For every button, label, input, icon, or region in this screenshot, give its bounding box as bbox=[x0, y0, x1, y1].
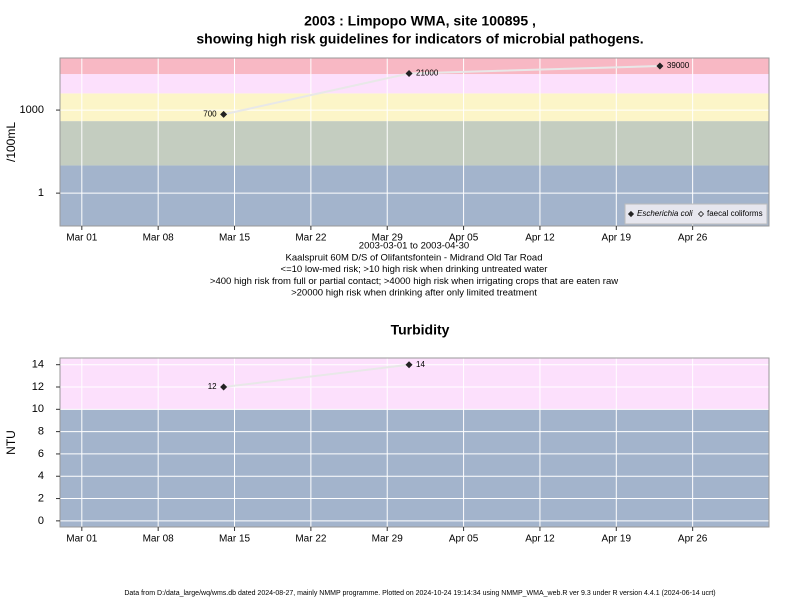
x-tick-label: Apr 19 bbox=[602, 534, 632, 545]
y-tick-label: 10 bbox=[32, 403, 44, 415]
risk-band bbox=[60, 93, 769, 122]
y-axis-label: /100mL bbox=[4, 122, 18, 162]
subtitle-note: >400 high risk from full or partial cont… bbox=[210, 276, 618, 287]
legend-marker bbox=[627, 210, 635, 218]
risk-band bbox=[60, 121, 769, 166]
y-tick-label: 4 bbox=[38, 470, 44, 482]
x-tick-label: Mar 22 bbox=[295, 534, 327, 545]
data-label: 39000 bbox=[667, 61, 690, 70]
legend-marker bbox=[697, 210, 705, 218]
y-tick-label: 0 bbox=[38, 515, 44, 527]
data-point bbox=[220, 110, 228, 118]
x-tick-label: Mar 08 bbox=[143, 534, 175, 545]
x-tick-label: Apr 12 bbox=[525, 233, 555, 244]
plot-frame bbox=[59, 57, 770, 227]
series-line bbox=[223, 363, 410, 388]
x-tick-label: Apr 19 bbox=[602, 233, 632, 244]
x-tick-label: Apr 05 bbox=[449, 233, 479, 244]
legend-label: Escherichia coli bbox=[637, 209, 693, 218]
subtitle-note: Kaalspruit 60M D/S of Olifantsfontein - … bbox=[286, 252, 543, 263]
data-point bbox=[656, 62, 664, 70]
x-tick-label: Apr 12 bbox=[525, 534, 555, 545]
chart-title: Turbidity bbox=[391, 322, 450, 338]
chart-title: showing high risk guidelines for indicat… bbox=[196, 31, 643, 47]
data-point bbox=[220, 383, 228, 391]
x-tick-label: Mar 15 bbox=[219, 233, 251, 244]
data-point bbox=[405, 69, 413, 77]
plot-frame bbox=[59, 357, 770, 528]
x-tick-label: Mar 15 bbox=[219, 534, 251, 545]
data-label: 21000 bbox=[416, 69, 439, 78]
x-tick-label: Mar 08 bbox=[143, 233, 175, 244]
data-label: 700 bbox=[203, 109, 217, 118]
y-tick-label: 2 bbox=[38, 492, 44, 504]
y-tick-label: 8 bbox=[38, 426, 44, 438]
footer: Data from D:/data_large/wq/wms.db dated … bbox=[124, 590, 715, 597]
legend-box bbox=[624, 203, 768, 225]
y-tick-label: 12 bbox=[32, 381, 44, 393]
y-tick-label: 6 bbox=[38, 448, 44, 460]
x-tick-label: Mar 01 bbox=[66, 534, 98, 545]
x-tick-label: Mar 29 bbox=[372, 233, 404, 244]
x-tick-label: Apr 05 bbox=[449, 534, 479, 545]
risk-band bbox=[60, 58, 769, 75]
y-tick-label: 1000 bbox=[20, 104, 44, 116]
x-tick-label: Mar 22 bbox=[295, 233, 327, 244]
chart-title: 2003 : Limpopo WMA, site 100895 , bbox=[304, 13, 536, 29]
y-tick-label: 14 bbox=[32, 359, 44, 371]
x-tick-label: Mar 01 bbox=[66, 233, 98, 244]
y-axis-label: NTU bbox=[4, 430, 18, 455]
x-tick-label: Apr 26 bbox=[678, 534, 708, 545]
legend-label: faecal coliforms bbox=[707, 209, 763, 218]
risk-band bbox=[60, 74, 769, 94]
x-tick-label: Apr 26 bbox=[678, 233, 708, 244]
subtitle-note: <=10 low-med risk; >10 high risk when dr… bbox=[281, 264, 548, 275]
data-label: 12 bbox=[208, 382, 217, 391]
risk-band bbox=[60, 358, 769, 410]
subtitle-note: >20000 high risk when drinking after onl… bbox=[291, 288, 537, 299]
data-label: 14 bbox=[416, 360, 425, 369]
y-tick-label: 1 bbox=[38, 187, 44, 199]
data-point bbox=[405, 361, 413, 369]
risk-band bbox=[60, 409, 769, 527]
subtitle-note: 2003-03-01 to 2003-04-30 bbox=[359, 241, 469, 252]
x-tick-label: Mar 29 bbox=[372, 534, 404, 545]
